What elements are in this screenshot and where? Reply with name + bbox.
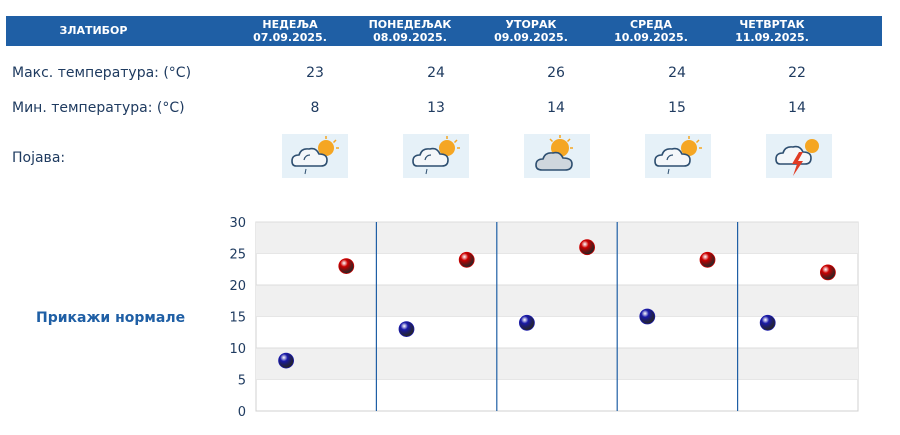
min-temp-1: 8 — [310, 100, 320, 116]
min-temp-3: 14 — [547, 100, 565, 116]
partly-cloudy-rain-icon — [403, 134, 469, 178]
max-temp-point — [820, 264, 836, 281]
max-temp-point — [458, 251, 475, 268]
max-temp-point — [338, 258, 355, 274]
min-temp-point — [398, 321, 415, 337]
max-temp-1: 23 — [306, 65, 324, 81]
min-temp-point — [518, 314, 535, 331]
max-temp-5: 22 — [788, 65, 806, 81]
forecast-header: ЗЛАТИБОР НЕДЕЉА 07.09.2025. ПОНЕДЕЉАК 08… — [6, 16, 882, 46]
max-temp-2: 24 — [427, 65, 445, 81]
thunderstorm-icon — [766, 134, 832, 178]
day-header-2: ПОНЕДЕЉАК 08.09.2025. — [355, 18, 465, 44]
location-name: ЗЛАТИБОР — [59, 24, 128, 37]
y-tick-label: 30 — [229, 216, 246, 231]
day-date: 07.09.2025. — [253, 31, 327, 44]
band — [256, 285, 858, 317]
y-tick-label: 25 — [229, 248, 246, 263]
day-header-1: НЕДЕЉА 07.09.2025. — [235, 18, 345, 44]
band — [256, 222, 858, 254]
max-temp-label: Макс. температура: (°C) — [12, 65, 192, 81]
partly-cloudy-icon — [524, 134, 590, 178]
partly-cloudy-rain-icon — [645, 134, 711, 178]
min-temp-4: 15 — [668, 100, 686, 116]
day-name: ПОНЕДЕЉАК — [368, 18, 452, 31]
day-header-5: ЧЕТВРТАК 11.09.2025. — [717, 18, 827, 44]
day-header-4: СРЕДА 10.09.2025. — [596, 18, 706, 44]
min-temp-5: 14 — [788, 100, 806, 116]
partly-cloudy-rain-icon — [282, 134, 348, 178]
min-temp-label: Мин. температура: (°C) — [12, 100, 185, 116]
band — [256, 348, 858, 380]
max-temp-point — [579, 239, 596, 256]
day-date: 09.09.2025. — [494, 31, 568, 44]
max-temp-3: 26 — [547, 65, 565, 81]
show-normals-link[interactable]: Прикажи нормале — [36, 310, 186, 326]
day-date: 10.09.2025. — [614, 31, 688, 44]
y-tick-label: 15 — [229, 311, 246, 326]
max-temp-point — [699, 251, 716, 268]
day-name: ЧЕТВРТАК — [739, 18, 805, 31]
min-temp-point — [278, 352, 294, 369]
max-temp-4: 24 — [668, 65, 686, 81]
y-tick-label: 20 — [229, 279, 246, 294]
temperature-chart: 0 5 10 15 20 25 30 — [229, 216, 859, 420]
y-tick-label: 10 — [229, 342, 246, 357]
min-temp-point — [639, 308, 656, 325]
day-name: УТОРАК — [505, 18, 557, 31]
min-temp-2: 13 — [427, 100, 445, 116]
day-header-3: УТОРАК 09.09.2025. — [476, 18, 586, 44]
day-name: СРЕДА — [630, 18, 672, 31]
y-tick-label: 5 — [238, 374, 246, 389]
day-name: НЕДЕЉА — [262, 18, 318, 31]
phenomenon-label: Појава: — [12, 150, 66, 166]
y-tick-label: 0 — [238, 405, 246, 420]
day-date: 08.09.2025. — [373, 31, 447, 44]
min-temp-point — [759, 314, 776, 331]
day-date: 11.09.2025. — [735, 31, 809, 44]
